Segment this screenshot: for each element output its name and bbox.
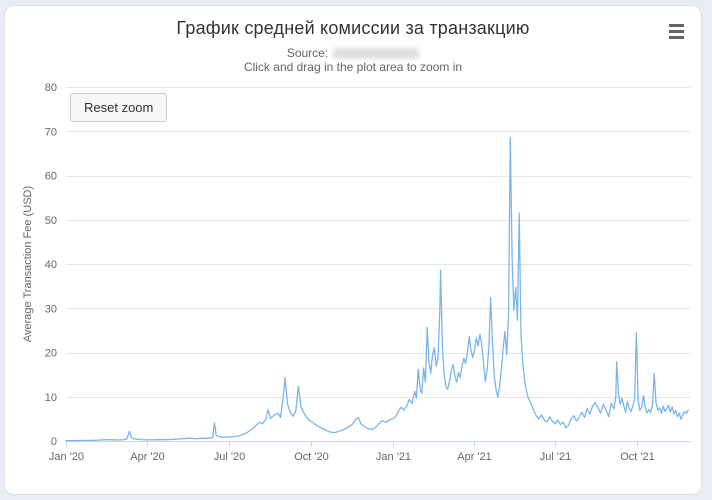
y-axis-title: Average Transaction Fee (USD) — [22, 186, 34, 342]
chart-subtitle-hint: Click and drag in the plot area to zoom … — [243, 60, 463, 74]
reset-zoom-button[interactable]: Reset zoom — [70, 93, 168, 122]
source-redacted-blob — [333, 48, 420, 60]
y-axis-tick-label: 0 — [51, 436, 57, 448]
x-axis-tick-label: Jul '21 — [540, 451, 571, 463]
x-axis-tick-label: Apr '20 — [130, 451, 165, 463]
x-axis-tick-label: Apr '21 — [457, 451, 492, 463]
y-axis-tick-label: 20 — [45, 348, 57, 360]
plot-area[interactable]: 0 10 20 30 40 50 60 70 80 Jan '20 Apr '20 Jul '20 Oc… — [5, 6, 703, 496]
chart-subtitle-source: Source: — [5, 46, 701, 60]
x-axis-tick-label: Oct '20 — [294, 451, 329, 463]
series-line — [65, 136, 689, 442]
chart-title: График средней комиссии за транзакцию — [176, 18, 530, 38]
source-label: Source: — [286, 46, 329, 60]
y-axis-tick-label: 80 — [45, 82, 57, 94]
x-axis-tick-label: Jul '20 — [214, 451, 245, 463]
y-axis-tick-label: 50 — [45, 215, 57, 227]
y-axis-tick-label: 60 — [45, 171, 57, 183]
x-axis-tick-label: Jan '20 — [49, 451, 84, 463]
y-axis-tick-label: 10 — [45, 392, 57, 404]
x-axis-tick-label: Jan '21 — [376, 451, 411, 463]
y-axis-tick-label: 70 — [45, 126, 57, 138]
chart-card: 0 10 20 30 40 50 60 70 80 Jan '20 Apr '20 Jul '20 Oc… — [4, 5, 702, 495]
x-axis-tick-label: Oct '21 — [620, 451, 655, 463]
y-axis-tick-label: 30 — [45, 303, 57, 315]
y-axis-tick-label: 40 — [45, 259, 57, 271]
hamburger-menu-icon[interactable] — [664, 20, 688, 42]
